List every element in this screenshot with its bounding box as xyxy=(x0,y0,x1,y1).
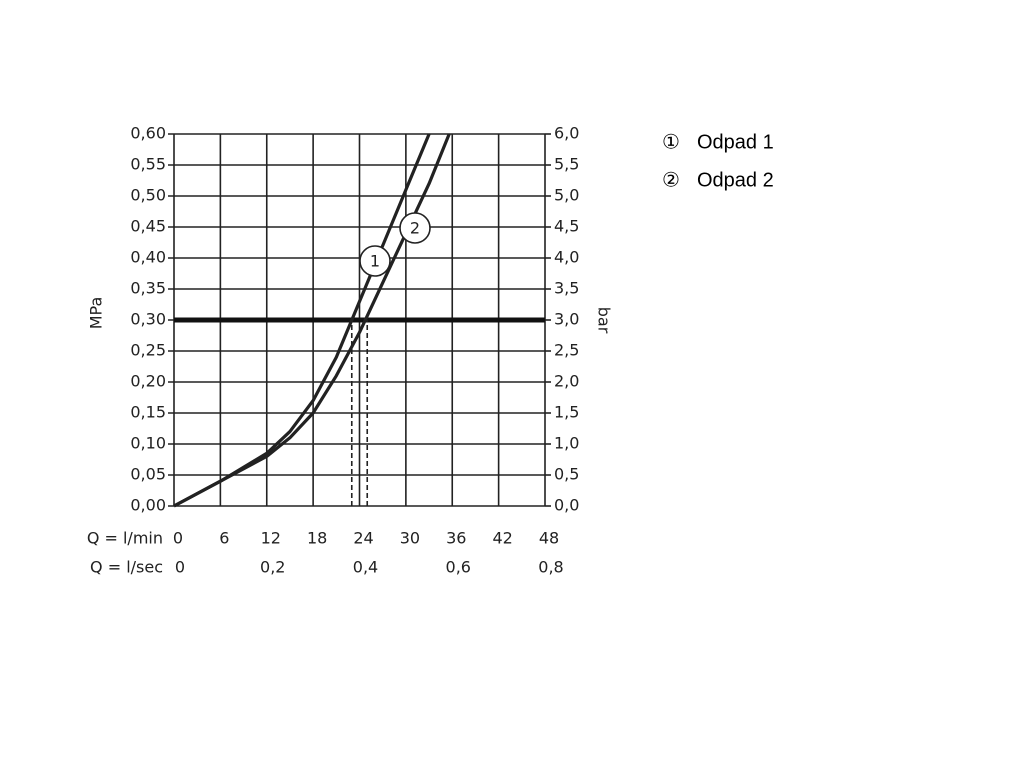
y-tick-label: 0,40 xyxy=(130,248,166,267)
x2-tick-label: 0 xyxy=(175,558,185,577)
x-tick-label: 0 xyxy=(173,529,183,548)
x2-tick-label: 0,2 xyxy=(260,558,285,577)
curve-label: 2 xyxy=(410,219,420,238)
y2-tick-label: 1,5 xyxy=(554,403,579,422)
x-tick-label: 12 xyxy=(261,529,281,548)
x2-tick-label: 0,4 xyxy=(353,558,378,577)
y2-tick-label: 5,0 xyxy=(554,186,579,205)
y-tick-label: 0,05 xyxy=(130,465,166,484)
legend-label: Odpad 1 xyxy=(697,131,774,153)
y2-tick-label: 3,0 xyxy=(554,310,579,329)
legend-marker: ① xyxy=(662,131,680,153)
x-tick-label: 48 xyxy=(539,529,559,548)
y-tick-label: 0,15 xyxy=(130,403,166,422)
y-tick-label: 0,10 xyxy=(130,434,166,453)
y-axis-label: MPa xyxy=(87,297,106,330)
legend-marker: ② xyxy=(662,169,680,191)
curve-label-circle xyxy=(399,212,431,244)
y2-tick-label: 0,5 xyxy=(554,465,579,484)
x2-tick-label: 0,8 xyxy=(538,558,563,577)
y2-tick-label: 2,5 xyxy=(554,341,579,360)
y2-axis-label: bar xyxy=(595,307,614,334)
y-tick-label: 0,30 xyxy=(130,310,166,329)
x-tick-label: 18 xyxy=(307,529,327,548)
y2-tick-label: 0,0 xyxy=(554,496,579,515)
x-tick-label: 6 xyxy=(219,529,229,548)
y-tick-label: 0,35 xyxy=(130,279,166,298)
x-tick-label: 42 xyxy=(492,529,512,548)
y2-tick-label: 2,0 xyxy=(554,372,579,391)
x2-axis-label: Q = l/sec xyxy=(90,558,163,577)
y-tick-label: 0,25 xyxy=(130,341,166,360)
y-tick-label: 0,20 xyxy=(130,372,166,391)
y-tick-label: 0,55 xyxy=(130,155,166,174)
x2-tick-label: 0,6 xyxy=(446,558,471,577)
y2-tick-label: 1,0 xyxy=(554,434,579,453)
curve-label-circle xyxy=(359,245,391,277)
y2-tick-label: 5,5 xyxy=(554,155,579,174)
y-tick-label: 0,50 xyxy=(130,186,166,205)
legend-label: Odpad 2 xyxy=(697,169,774,191)
x-tick-label: 30 xyxy=(400,529,420,548)
y-tick-label: 0,00 xyxy=(130,496,166,515)
x-tick-label: 36 xyxy=(446,529,466,548)
y2-tick-label: 6,0 xyxy=(554,124,579,143)
y-tick-label: 0,60 xyxy=(130,124,166,143)
y-tick-label: 0,45 xyxy=(130,217,166,236)
x-axis-label: Q = l/min xyxy=(87,529,163,548)
x-tick-label: 24 xyxy=(353,529,373,548)
y2-tick-label: 4,5 xyxy=(554,217,579,236)
curve-label: 1 xyxy=(370,252,380,271)
y2-tick-label: 4,0 xyxy=(554,248,579,267)
y2-tick-label: 3,5 xyxy=(554,279,579,298)
